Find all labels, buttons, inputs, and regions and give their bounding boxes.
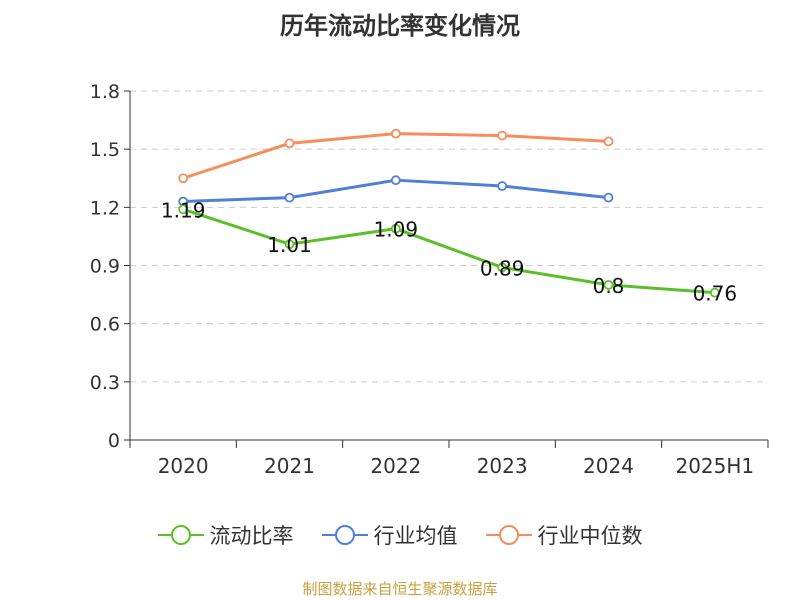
legend-label-industry-mean: 行业均值 bbox=[373, 524, 458, 548]
x-tick-label: 2021 bbox=[264, 454, 315, 478]
data-point bbox=[603, 279, 614, 290]
series-line bbox=[182, 207, 715, 295]
data-point bbox=[284, 192, 295, 203]
legend-swatch-industry-median bbox=[485, 525, 532, 545]
x-tick-label: 2024 bbox=[583, 454, 634, 478]
data-label: 0.76 bbox=[693, 282, 738, 306]
data-label: 1.01 bbox=[267, 233, 312, 257]
y-tick-label: 0.9 bbox=[90, 256, 120, 278]
data-point bbox=[284, 239, 295, 250]
y-tick-label: 0.3 bbox=[90, 372, 120, 394]
y-tick-label: 1.5 bbox=[90, 139, 120, 161]
data-point bbox=[390, 128, 401, 139]
legend-swatch-industry-mean bbox=[321, 525, 368, 545]
y-tick-label: 1.2 bbox=[90, 197, 120, 219]
data-point bbox=[603, 192, 614, 203]
legend-label-current-ratio: 流动比率 bbox=[209, 524, 294, 548]
legend-swatch-current-ratio bbox=[157, 525, 204, 545]
data-label: 1.19 bbox=[161, 198, 206, 222]
data-label: 0.8 bbox=[593, 274, 625, 298]
legend-label-industry-median: 行业中位数 bbox=[537, 524, 643, 548]
data-point bbox=[497, 181, 508, 191]
data-point bbox=[603, 136, 614, 147]
series-line bbox=[182, 132, 609, 180]
x-tick-label: 2023 bbox=[477, 454, 528, 478]
legend: 流动比率 行业均值 行业中位数 bbox=[0, 520, 800, 550]
x-tick-label: 2025H1 bbox=[675, 454, 754, 478]
data-point bbox=[178, 204, 189, 215]
data-label: 0.89 bbox=[480, 256, 525, 280]
x-tick-label: 2022 bbox=[370, 454, 421, 478]
data-point bbox=[284, 138, 295, 149]
data-point bbox=[497, 262, 508, 273]
data-point bbox=[709, 287, 720, 298]
data-point bbox=[390, 175, 401, 186]
legend-item-industry-mean[interactable]: 行业均值 bbox=[321, 520, 458, 550]
y-tick-label: 0.6 bbox=[90, 314, 120, 336]
data-point bbox=[178, 173, 189, 184]
legend-item-industry-median[interactable]: 行业中位数 bbox=[485, 520, 643, 550]
legend-item-current-ratio[interactable]: 流动比率 bbox=[157, 520, 294, 550]
y-tick-label: 0 bbox=[108, 430, 120, 452]
data-point bbox=[497, 130, 508, 141]
data-label: 1.09 bbox=[374, 218, 419, 242]
source-note: 制图数据来自恒生聚源数据库 bbox=[302, 580, 498, 598]
data-point bbox=[390, 223, 401, 234]
chart-title: 历年流动比率变化情况 bbox=[280, 12, 520, 40]
x-tick-label: 2020 bbox=[158, 454, 209, 478]
y-tick-label: 1.8 bbox=[90, 81, 120, 103]
